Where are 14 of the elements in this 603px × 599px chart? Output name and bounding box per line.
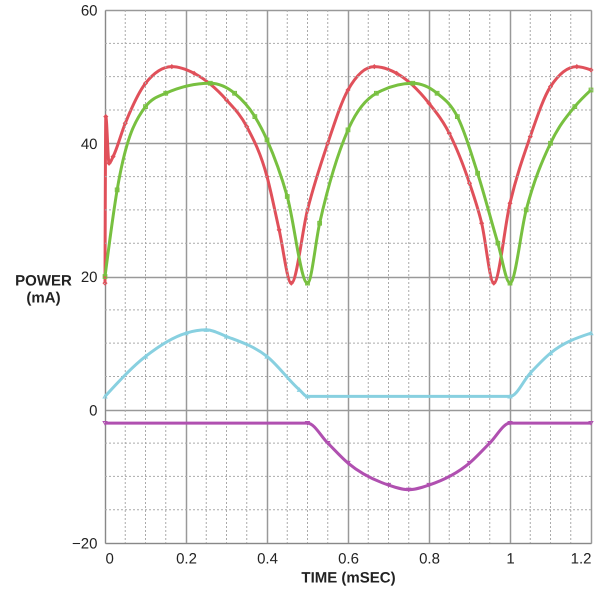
- y-tick-label: 60: [80, 2, 98, 20]
- x-tick-label: 0.8: [419, 550, 440, 568]
- x-tick-label: 1.2: [570, 550, 592, 568]
- y-tick-label: 40: [80, 136, 98, 153]
- x-tick-label: 0: [106, 550, 114, 568]
- y-tick-label: −20: [72, 536, 98, 552]
- y-axis-title: POWER (mA): [15, 272, 72, 306]
- x-tick-label: 0.4: [257, 550, 278, 568]
- y-tick-label: 20: [80, 269, 98, 286]
- x-axis-title: TIME (mSEC): [301, 570, 396, 586]
- y-tick-label: 0: [89, 402, 98, 420]
- x-tick-label: 0.6: [338, 550, 359, 568]
- x-tick-label: 1: [506, 550, 515, 568]
- x-tick-label: 0.2: [176, 550, 197, 568]
